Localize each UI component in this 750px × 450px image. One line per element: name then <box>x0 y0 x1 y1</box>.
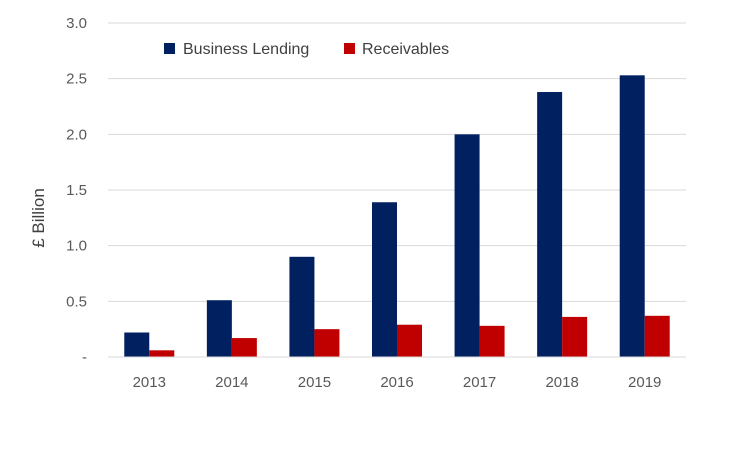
y-tick-label: 0.5 <box>66 293 87 310</box>
x-tick-label: 2016 <box>380 374 413 391</box>
y-axis-tick-labels: - 0.5 1.0 1.5 2.0 2.5 3.0 <box>66 15 87 366</box>
y-tick-label: 3.0 <box>66 15 87 32</box>
bars <box>124 75 670 358</box>
bar-receivables-2014 <box>231 338 257 357</box>
bar-business-lending-2015 <box>289 256 315 357</box>
bar-business-lending-2014 <box>206 300 232 357</box>
x-tick-label: 2017 <box>463 374 496 391</box>
x-axis-tick-labels: 2013 2014 2015 2016 2017 2018 2019 <box>133 374 662 391</box>
x-tick-label: 2018 <box>545 374 578 391</box>
y-tick-label: - <box>82 349 87 366</box>
bar-business-lending-2017 <box>454 134 480 357</box>
bar-business-lending-2019 <box>619 75 645 358</box>
legend-label-receivables: Receivables <box>362 41 449 58</box>
y-tick-label: 2.0 <box>66 126 87 143</box>
legend-swatch-receivables <box>344 43 355 54</box>
x-tick-label: 2015 <box>298 374 331 391</box>
x-tick-label: 2013 <box>133 374 166 391</box>
x-tick-label: 2014 <box>215 374 248 391</box>
y-tick-label: 1.5 <box>66 182 87 199</box>
legend-swatch-business-lending <box>164 43 175 54</box>
bar-receivables-2018 <box>562 316 588 357</box>
x-tick-label: 2019 <box>628 374 661 391</box>
legend-label-business-lending: Business Lending <box>183 41 309 58</box>
bar-business-lending-2016 <box>372 202 397 357</box>
y-axis-title: £ Billion <box>29 188 48 248</box>
bar-receivables-2015 <box>314 329 340 357</box>
bar-receivables-2017 <box>479 325 505 357</box>
bar-business-lending-2018 <box>537 92 563 357</box>
y-tick-label: 1.0 <box>66 238 87 255</box>
legend: Business Lending Receivables <box>164 41 449 58</box>
bar-receivables-2019 <box>644 315 670 357</box>
bar-receivables-2016 <box>397 324 422 357</box>
bar-business-lending-2013 <box>124 332 150 357</box>
gridlines <box>108 22 686 302</box>
bar-receivables-2013 <box>149 350 175 357</box>
y-tick-label: 2.5 <box>66 71 87 88</box>
